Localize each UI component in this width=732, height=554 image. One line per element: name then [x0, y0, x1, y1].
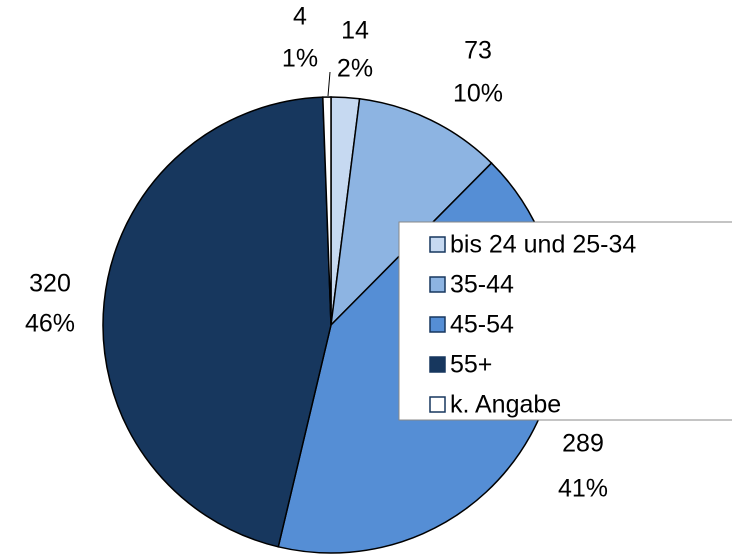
- percent-label: 41%: [558, 475, 608, 503]
- legend-swatch: [429, 276, 446, 293]
- legend-label: 45-54: [450, 311, 514, 339]
- value-label: 4: [293, 3, 307, 31]
- legend-label: k. Angabe: [450, 391, 561, 419]
- value-label: 14: [341, 17, 369, 45]
- pie-slice: [329, 97, 493, 328]
- pie-slice: [102, 96, 332, 548]
- legend-swatch: [429, 396, 446, 413]
- percent-label: 1%: [282, 45, 318, 73]
- legend-label: 55+: [450, 351, 492, 379]
- percent-label: 46%: [25, 310, 75, 338]
- percent-label: 2%: [337, 55, 373, 83]
- legend-swatch: [429, 356, 446, 373]
- legend-swatch: [429, 316, 446, 333]
- value-label: 289: [562, 430, 604, 458]
- pie-slice: [322, 96, 332, 326]
- leader-line: [327, 71, 331, 97]
- legend-swatch: [429, 236, 446, 253]
- value-label: 73: [464, 37, 492, 65]
- value-label: 320: [29, 270, 71, 298]
- legend-label: 35-44: [450, 271, 514, 299]
- legend-box: [398, 221, 732, 421]
- legend-label: bis 24 und 25-34: [450, 231, 636, 259]
- percent-label: 10%: [453, 80, 503, 108]
